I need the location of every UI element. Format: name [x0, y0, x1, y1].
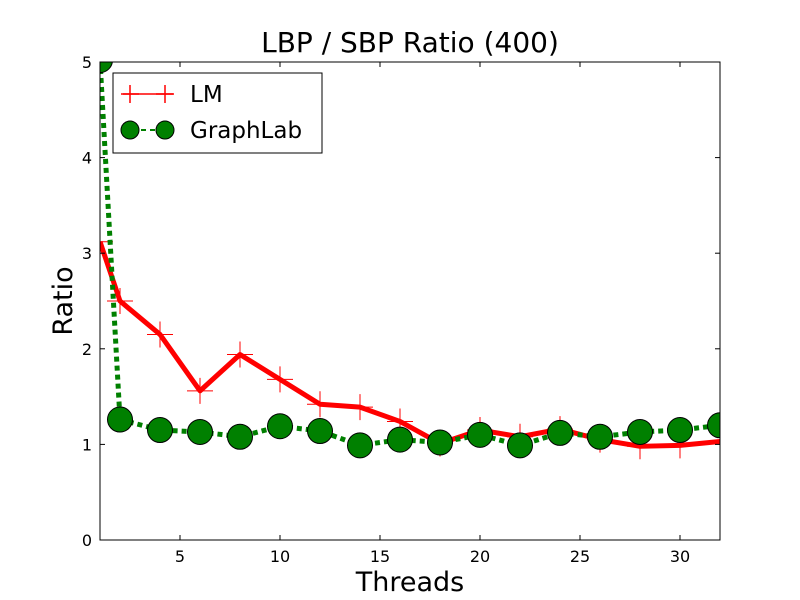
- graphlab-point-marker: [547, 419, 573, 446]
- chart-title: LBP / SBP Ratio (400): [261, 26, 559, 59]
- x-axis-label: Threads: [355, 567, 464, 598]
- graphlab-point-marker: [227, 423, 253, 450]
- x-tick-label: 30: [670, 547, 690, 566]
- y-tick-label: 5: [82, 53, 92, 72]
- lm-point-marker: [227, 341, 253, 368]
- graphlab-point-marker: [147, 417, 173, 444]
- graphlab-point-marker: [307, 418, 333, 445]
- legend: LM GraphLab: [112, 72, 323, 154]
- graphlab-point-marker: [187, 418, 213, 445]
- lm-point-marker: [187, 377, 213, 404]
- legend-plus-marker: [121, 85, 139, 103]
- graphlab-point-marker: [467, 421, 493, 448]
- legend-label-graphlab: GraphLab: [190, 118, 302, 144]
- lm-point-marker: [107, 288, 133, 314]
- series-layer: [100, 62, 720, 460]
- graphlab-point-marker: [347, 432, 373, 459]
- lm-point-marker: [307, 391, 333, 418]
- ticks-layer: 5 10 15 20 25 30 0 1 2 3 4 5: [82, 53, 720, 566]
- lm-point-marker: [267, 366, 293, 393]
- legend-circle-marker: [155, 120, 175, 140]
- graphlab-point-marker: [707, 412, 720, 439]
- y-tick-label: 4: [82, 149, 92, 168]
- y-axis-label: Ratio: [48, 266, 79, 335]
- y-tick-label: 1: [82, 435, 92, 454]
- lm-point-marker: [347, 394, 373, 421]
- lm-point-marker: [147, 321, 173, 348]
- lm-point-marker: [707, 428, 720, 455]
- graphlab-point-marker: [627, 418, 653, 445]
- x-tick-label: 20: [470, 547, 490, 566]
- graphlab-point-marker: [267, 413, 293, 440]
- legend-box: [112, 72, 323, 154]
- y-tick-label: 3: [82, 244, 92, 263]
- y-tick-label: 2: [82, 340, 92, 359]
- legend-plus-marker: [156, 85, 174, 103]
- series-line-lm: [100, 240, 720, 449]
- legend-label-lm: LM: [190, 82, 223, 108]
- graphlab-point-marker: [387, 426, 413, 453]
- graphlab-point-marker: [507, 432, 533, 459]
- legend-circle-marker: [120, 120, 140, 140]
- graphlab-point-marker: [107, 406, 133, 433]
- graphlab-point-marker: [100, 62, 113, 74]
- x-tick-label: 10: [270, 547, 290, 566]
- graphlab-point-marker: [587, 423, 613, 450]
- x-tick-label: 25: [570, 547, 590, 566]
- x-tick-label: 15: [370, 547, 390, 566]
- graphlab-point-marker: [427, 429, 453, 456]
- plot-frame: [99, 61, 721, 541]
- y-tick-label: 0: [82, 531, 92, 550]
- x-tick-label: 5: [175, 547, 185, 566]
- graphlab-point-marker: [667, 417, 693, 444]
